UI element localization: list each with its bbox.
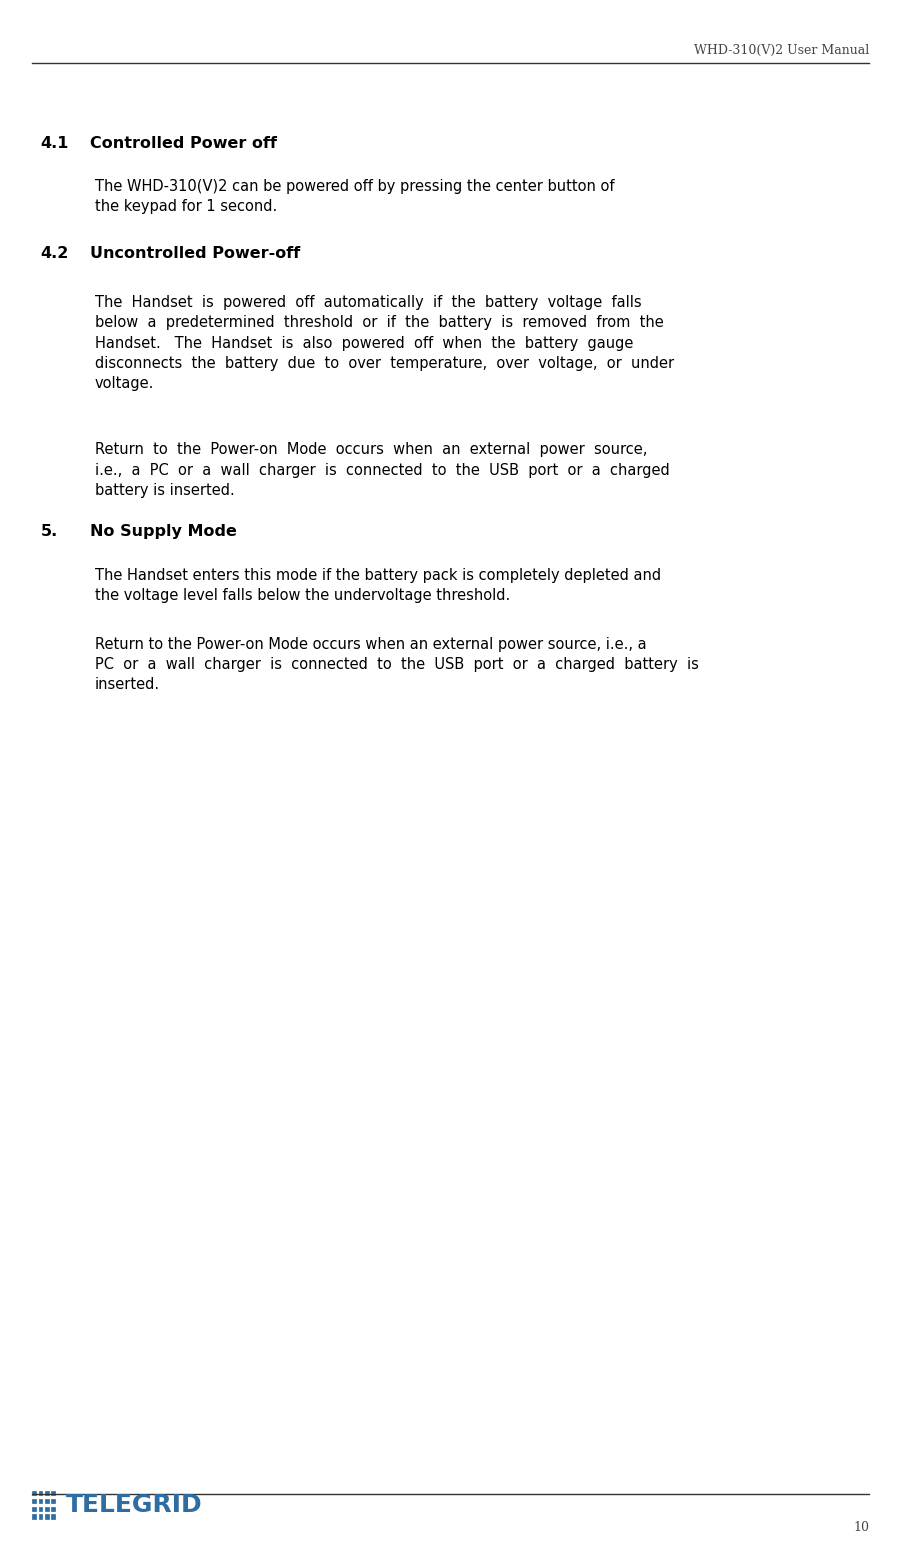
FancyBboxPatch shape (39, 1491, 43, 1496)
FancyBboxPatch shape (39, 1507, 43, 1512)
Text: The WHD-310(V)2 can be powered off by pressing the center button of
the keypad f: The WHD-310(V)2 can be powered off by pr… (95, 179, 614, 215)
FancyBboxPatch shape (32, 1515, 37, 1519)
FancyBboxPatch shape (32, 1491, 37, 1496)
FancyBboxPatch shape (45, 1507, 50, 1512)
Text: 5.: 5. (41, 524, 58, 539)
Text: Uncontrolled Power-off: Uncontrolled Power-off (90, 246, 300, 262)
Text: No Supply Mode: No Supply Mode (90, 524, 237, 539)
Text: Controlled Power off: Controlled Power off (90, 136, 278, 151)
FancyBboxPatch shape (45, 1499, 50, 1504)
FancyBboxPatch shape (39, 1515, 43, 1519)
Text: WHD-310(V)2 User Manual: WHD-310(V)2 User Manual (694, 44, 869, 56)
FancyBboxPatch shape (51, 1507, 56, 1512)
FancyBboxPatch shape (51, 1515, 56, 1519)
FancyBboxPatch shape (51, 1499, 56, 1504)
Text: Return  to  the  Power-on  Mode  occurs  when  an  external  power  source,
i.e.: Return to the Power-on Mode occurs when … (95, 442, 669, 499)
Text: Return to the Power-on Mode occurs when an external power source, i.e., a
PC  or: Return to the Power-on Mode occurs when … (95, 637, 698, 693)
FancyBboxPatch shape (32, 1507, 37, 1512)
Text: The Handset enters this mode if the battery pack is completely depleted and
the : The Handset enters this mode if the batt… (95, 568, 660, 604)
FancyBboxPatch shape (45, 1515, 50, 1519)
Text: The  Handset  is  powered  off  automatically  if  the  battery  voltage  falls
: The Handset is powered off automatically… (95, 295, 674, 392)
FancyBboxPatch shape (45, 1491, 50, 1496)
FancyBboxPatch shape (39, 1499, 43, 1504)
FancyBboxPatch shape (32, 1499, 37, 1504)
FancyBboxPatch shape (51, 1491, 56, 1496)
Text: 4.2: 4.2 (41, 246, 68, 262)
Text: 10: 10 (853, 1521, 869, 1534)
Text: 4.1: 4.1 (41, 136, 68, 151)
Text: TELEGRID: TELEGRID (66, 1493, 203, 1518)
